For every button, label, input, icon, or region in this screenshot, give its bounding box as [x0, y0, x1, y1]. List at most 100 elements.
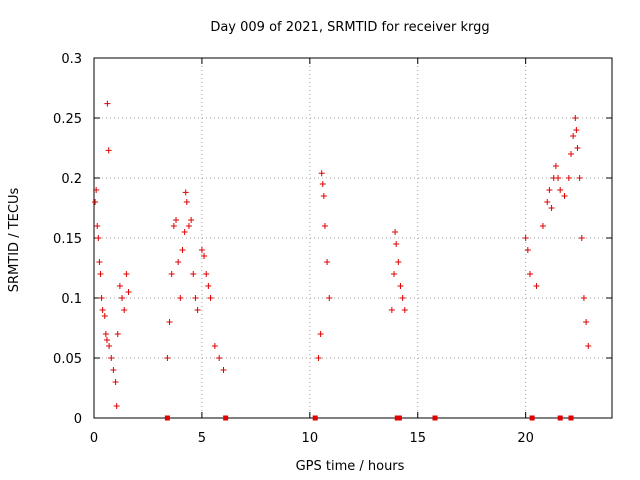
data-point: [103, 337, 110, 343]
y-tick-label: 0.25: [53, 112, 82, 127]
data-point: [105, 147, 112, 154]
data-point: [170, 223, 177, 229]
plot-frame: [93, 57, 613, 419]
data-point: [168, 271, 175, 277]
data-point: [113, 403, 120, 409]
data-point: [576, 175, 583, 181]
data-point: [119, 295, 126, 301]
y-tick-label: 0.05: [53, 352, 82, 367]
data-point: [166, 319, 173, 325]
data-point: [211, 343, 218, 349]
data-point: [110, 367, 117, 373]
data-point: [315, 355, 322, 361]
data-point: [565, 175, 572, 181]
x-tick-label: 10: [302, 431, 319, 446]
data-point: [173, 217, 180, 223]
data-point: [572, 115, 579, 121]
data-point: [125, 289, 132, 295]
baseline-marker: [164, 415, 170, 421]
data-point: [524, 247, 531, 253]
data-point: [567, 151, 574, 157]
data-point: [570, 133, 577, 139]
baseline-marker: [432, 415, 438, 421]
y-tick-label: 0.15: [53, 232, 82, 247]
baseline-marker: [568, 415, 574, 421]
data-point: [95, 235, 102, 241]
data-point: [188, 217, 195, 223]
data-point: [201, 253, 208, 259]
data-point: [392, 229, 399, 235]
baseline-marker: [529, 415, 535, 421]
baseline-markers: [164, 415, 574, 421]
data-point: [578, 235, 585, 241]
data-point: [548, 205, 555, 211]
data-point: [546, 187, 553, 193]
y-tick-label: 0: [74, 412, 82, 427]
data-point: [99, 307, 106, 313]
x-tick-label: 20: [517, 431, 534, 446]
y-tick-label: 0.1: [61, 292, 82, 307]
data-point: [220, 367, 227, 373]
data-point: [561, 193, 568, 199]
data-point: [401, 307, 408, 313]
data-point: [319, 181, 326, 187]
data-point: [116, 283, 123, 289]
data-point: [552, 163, 559, 169]
data-point: [557, 187, 564, 193]
data-point: [194, 307, 201, 313]
data-point: [207, 295, 214, 301]
data-point: [533, 283, 540, 289]
data-point: [94, 223, 101, 229]
data-point: [96, 259, 103, 265]
y-tick-label: 0.3: [61, 52, 82, 67]
data-point: [522, 235, 529, 241]
data-point: [175, 259, 182, 265]
data-point: [93, 187, 100, 193]
data-point: [97, 271, 104, 277]
data-point: [205, 283, 212, 289]
data-point: [114, 331, 121, 337]
x-axis-label: GPS time / hours: [296, 459, 405, 474]
data-point: [397, 283, 404, 289]
data-point: [555, 175, 562, 181]
data-point: [324, 259, 331, 265]
data-points: [92, 100, 592, 409]
data-point: [183, 199, 190, 205]
data-point: [185, 223, 192, 229]
data-point: [326, 295, 333, 301]
y-axis-ticks: 0 0.05 0.1 0.15 0.2 0.25 0.3: [53, 52, 612, 427]
y-tick-label: 0.2: [61, 172, 82, 187]
x-tick-label: 0: [90, 431, 98, 446]
data-point: [121, 307, 128, 313]
data-point: [573, 127, 580, 133]
baseline-marker: [557, 415, 563, 421]
data-point: [164, 355, 171, 361]
data-point: [317, 331, 324, 337]
chart-title: Day 009 of 2021, SRMTID for receiver krg…: [210, 20, 489, 35]
data-point: [102, 331, 109, 337]
data-point: [190, 271, 197, 277]
data-point: [321, 223, 328, 229]
data-point: [580, 295, 587, 301]
baseline-marker: [396, 415, 402, 421]
data-point: [179, 247, 186, 253]
data-point: [526, 271, 533, 277]
x-tick-label: 15: [409, 431, 426, 446]
baseline-marker: [312, 415, 318, 421]
data-point: [585, 343, 592, 349]
data-point: [192, 295, 199, 301]
data-point: [388, 307, 395, 313]
data-point: [104, 100, 111, 107]
data-point: [399, 295, 406, 301]
data-point: [318, 170, 325, 177]
data-point: [108, 355, 115, 361]
y-axis-label: SRMTID / TECUs: [7, 188, 22, 293]
data-point: [181, 229, 188, 235]
data-point: [112, 379, 119, 385]
data-point: [92, 199, 99, 205]
data-point: [203, 271, 210, 277]
data-point: [98, 295, 105, 301]
data-point: [393, 241, 400, 247]
